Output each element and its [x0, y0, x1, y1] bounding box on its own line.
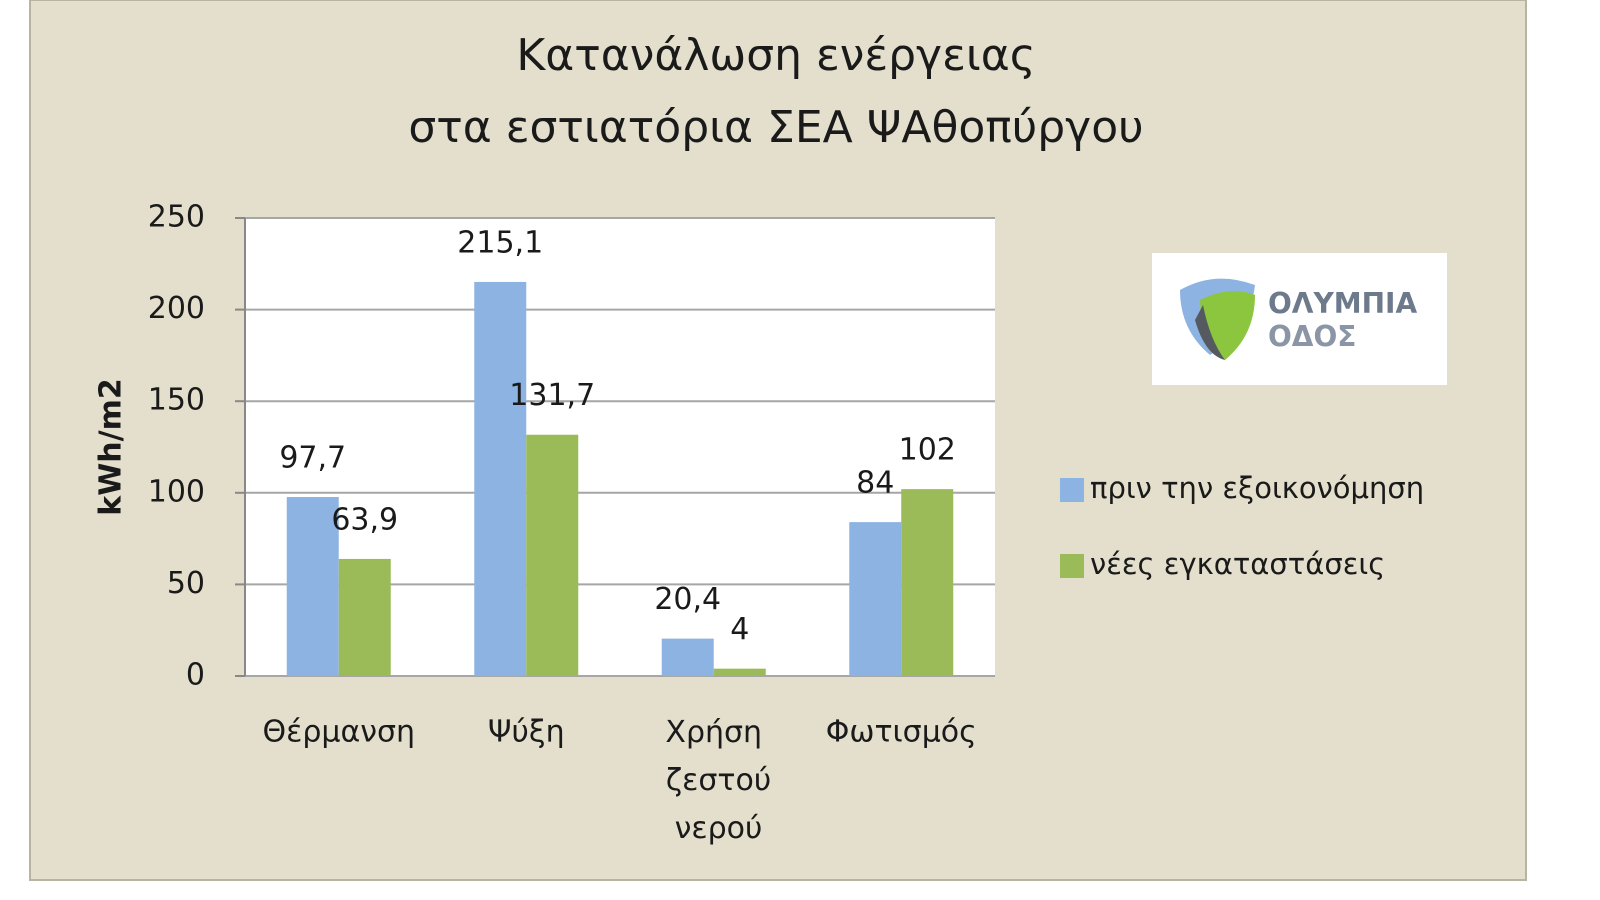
chart-title: Κατανάλωση ενέργειας — [516, 30, 1035, 81]
y-tick-label: 200 — [148, 291, 205, 326]
y-tick-label: 0 — [186, 658, 205, 693]
value-label: 215,1 — [457, 225, 543, 260]
logo-mark — [1195, 305, 1225, 360]
x-tick-label: Ψύξη — [488, 715, 565, 750]
y-axis-label: kWh/m2 — [94, 378, 129, 516]
chart-title: στα εστιατόρια ΣΕΑ ΨΑθοπύργου — [408, 102, 1143, 153]
value-label: 4 — [730, 612, 749, 647]
bar — [713, 668, 766, 676]
bar — [661, 638, 714, 676]
x-tick-label: Φωτισμός — [826, 715, 977, 750]
bar — [526, 434, 579, 676]
y-tick-label: 150 — [148, 383, 205, 418]
bar — [286, 497, 339, 676]
legend-swatch — [1060, 478, 1084, 502]
bar — [338, 558, 391, 676]
y-tick-label: 100 — [148, 474, 205, 509]
x-tick-label: Θέρμανση — [262, 715, 415, 750]
logo-text: ΟΛΥΜΠΙΑ — [1268, 287, 1417, 320]
x-tick-label: Χρήση ζεστού νερού — [656, 715, 771, 846]
value-label: 131,7 — [509, 378, 595, 413]
bar — [474, 281, 527, 676]
y-tick-label: 50 — [167, 566, 205, 601]
value-label: 102 — [899, 433, 956, 468]
value-label: 63,9 — [331, 502, 398, 537]
legend-label: νέες εγκαταστάσεις — [1090, 547, 1385, 581]
bar — [901, 489, 954, 676]
value-label: 20,4 — [654, 582, 721, 617]
value-label: 84 — [856, 466, 894, 501]
value-label: 97,7 — [279, 441, 346, 476]
y-tick-label: 250 — [148, 200, 205, 235]
bar — [849, 522, 902, 676]
legend-label: πριν την εξοικονόμηση — [1090, 471, 1424, 505]
legend-swatch — [1060, 554, 1084, 578]
logo-text: ΟΔΟΣ — [1268, 320, 1356, 353]
